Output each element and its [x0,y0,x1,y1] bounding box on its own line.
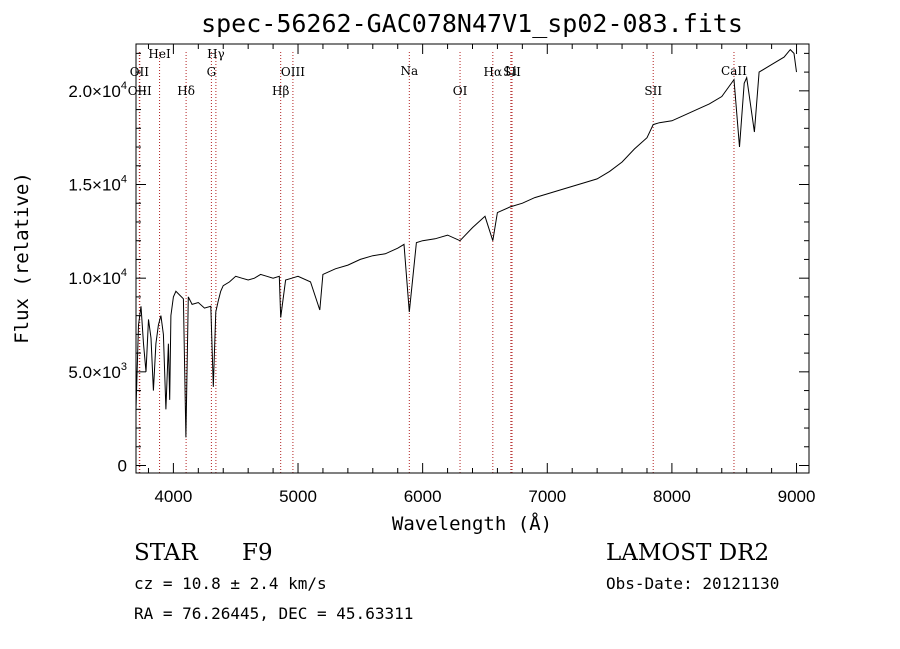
y-axis: 0 5.0×103 1.0×104 1.5×104 2.0×104 [68,52,809,476]
y-axis-label: Flux (relative) [11,172,33,344]
spectral-line-label: CaII [721,64,747,78]
redshift-cz: cz = 10.8 ± 2.4 km/s [134,574,327,593]
x-tick-label: 5000 [279,487,317,506]
x-axis-label: Wavelength (Å) [392,512,552,535]
spectral-line-label: Hβ [272,84,289,98]
coordinates: RA = 76.26445, DEC = 45.63311 [134,604,413,623]
spectral-line-label: Hγ [207,47,225,61]
y-tick-label: 5.0×103 [68,361,127,382]
spectral-line-label: Hδ [177,84,195,98]
x-tick-label: 6000 [404,487,442,506]
spectral-line-label: Li [505,64,517,78]
spectral-line-label: Na [400,64,418,78]
spectral-line-label: Hα [484,65,503,79]
subclass: F9 [242,540,273,566]
spectral-line-label: SII [503,65,521,79]
spectral-line-label: HeI [148,47,171,61]
x-tick-label: 4000 [154,487,192,506]
object-class: STAR [134,540,198,566]
spectral-line-label: G [207,65,217,79]
spectral-line-label: OIII [281,65,305,79]
survey-name: LAMOST DR2 [606,540,769,566]
chart-title: spec-56262-GAC078N47V1_sp02-083.fits [201,9,743,38]
x-axis: 4000 5000 6000 7000 8000 9000 [147,44,816,506]
spectral-line-label: OI [453,84,468,98]
y-tick-label: 0 [118,457,127,476]
plot-area: OIIOIIIHeIHδHγGHβOIIINaOIHαSIILiSIICaII [128,47,797,473]
obs-date: Obs-Date: 20121130 [606,574,779,593]
x-tick-label: 9000 [778,487,816,506]
y-tick-label: 2.0×104 [68,80,127,101]
plot-frame [135,43,810,474]
spectral-line-label: SII [644,84,662,98]
x-tick-label: 7000 [528,487,566,506]
flux-spectrum-line [135,48,797,438]
x-tick-label: 8000 [653,487,691,506]
y-tick-label: 1.0×104 [68,267,127,288]
y-tick-label: 1.5×104 [68,174,127,195]
